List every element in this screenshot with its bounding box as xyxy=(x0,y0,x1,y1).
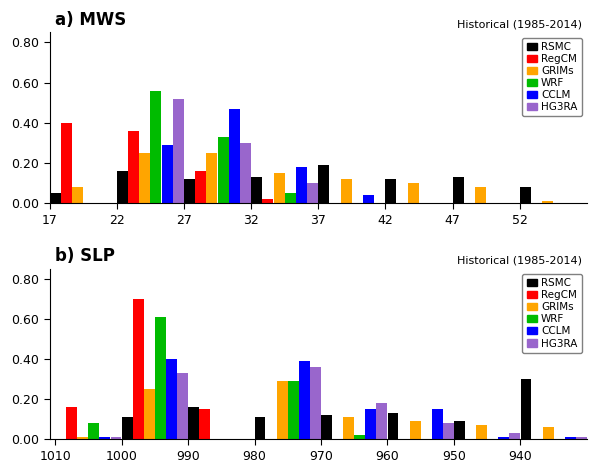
Legend: RSMC, RegCM, GRIMs, WRF, CCLM, HG3RA: RSMC, RegCM, GRIMs, WRF, CCLM, HG3RA xyxy=(523,274,582,353)
Bar xyxy=(89,423,99,439)
Bar xyxy=(285,193,295,203)
Text: Historical (1985-2014): Historical (1985-2014) xyxy=(456,255,581,265)
Bar xyxy=(184,179,195,203)
Bar xyxy=(77,438,88,439)
Bar xyxy=(365,410,376,439)
Bar xyxy=(475,187,486,203)
Bar xyxy=(288,381,299,439)
Bar xyxy=(321,415,332,439)
Bar xyxy=(61,123,72,203)
Text: a) MWS: a) MWS xyxy=(55,11,126,29)
Bar xyxy=(117,171,128,203)
Bar xyxy=(476,425,487,439)
Text: b) SLP: b) SLP xyxy=(55,247,115,265)
Bar xyxy=(386,179,396,203)
Bar xyxy=(273,173,285,203)
Legend: RSMC, RegCM, GRIMs, WRF, CCLM, HG3RA: RSMC, RegCM, GRIMs, WRF, CCLM, HG3RA xyxy=(523,37,582,117)
Bar xyxy=(307,183,318,203)
Bar xyxy=(155,317,166,439)
Bar xyxy=(66,407,77,439)
Bar xyxy=(177,373,188,439)
Bar xyxy=(144,389,155,439)
Bar xyxy=(576,438,587,439)
Bar xyxy=(128,131,139,203)
Text: Historical (1985-2014): Historical (1985-2014) xyxy=(456,19,581,29)
Bar xyxy=(173,99,184,203)
Bar xyxy=(166,359,177,439)
Bar xyxy=(432,410,443,439)
Bar xyxy=(139,153,150,203)
Bar xyxy=(520,187,531,203)
Bar xyxy=(310,367,321,439)
Bar xyxy=(388,413,398,439)
Bar xyxy=(296,167,307,203)
Bar xyxy=(229,109,240,203)
Bar xyxy=(498,438,509,439)
Bar xyxy=(255,418,266,439)
Bar xyxy=(50,193,60,203)
Bar xyxy=(111,438,121,439)
Bar xyxy=(542,428,554,439)
Bar xyxy=(509,433,520,439)
Bar xyxy=(206,153,217,203)
Bar xyxy=(443,423,454,439)
Bar xyxy=(251,177,262,203)
Bar xyxy=(161,145,173,203)
Bar xyxy=(99,438,111,439)
Bar xyxy=(277,381,288,439)
Bar xyxy=(408,183,419,203)
Bar xyxy=(363,195,374,203)
Bar xyxy=(454,421,465,439)
Bar xyxy=(318,165,329,203)
Bar xyxy=(188,407,199,439)
Bar xyxy=(343,418,354,439)
Bar xyxy=(133,299,144,439)
Bar xyxy=(299,361,310,439)
Bar xyxy=(453,177,463,203)
Bar xyxy=(355,436,365,439)
Bar xyxy=(341,179,352,203)
Bar xyxy=(195,171,206,203)
Bar xyxy=(542,201,553,203)
Bar xyxy=(263,199,273,203)
Bar xyxy=(377,403,388,439)
Bar xyxy=(410,421,420,439)
Bar xyxy=(199,410,210,439)
Bar xyxy=(121,418,133,439)
Bar xyxy=(150,91,161,203)
Bar xyxy=(218,137,228,203)
Bar xyxy=(240,143,251,203)
Bar xyxy=(565,438,576,439)
Bar xyxy=(520,379,532,439)
Bar xyxy=(72,187,83,203)
